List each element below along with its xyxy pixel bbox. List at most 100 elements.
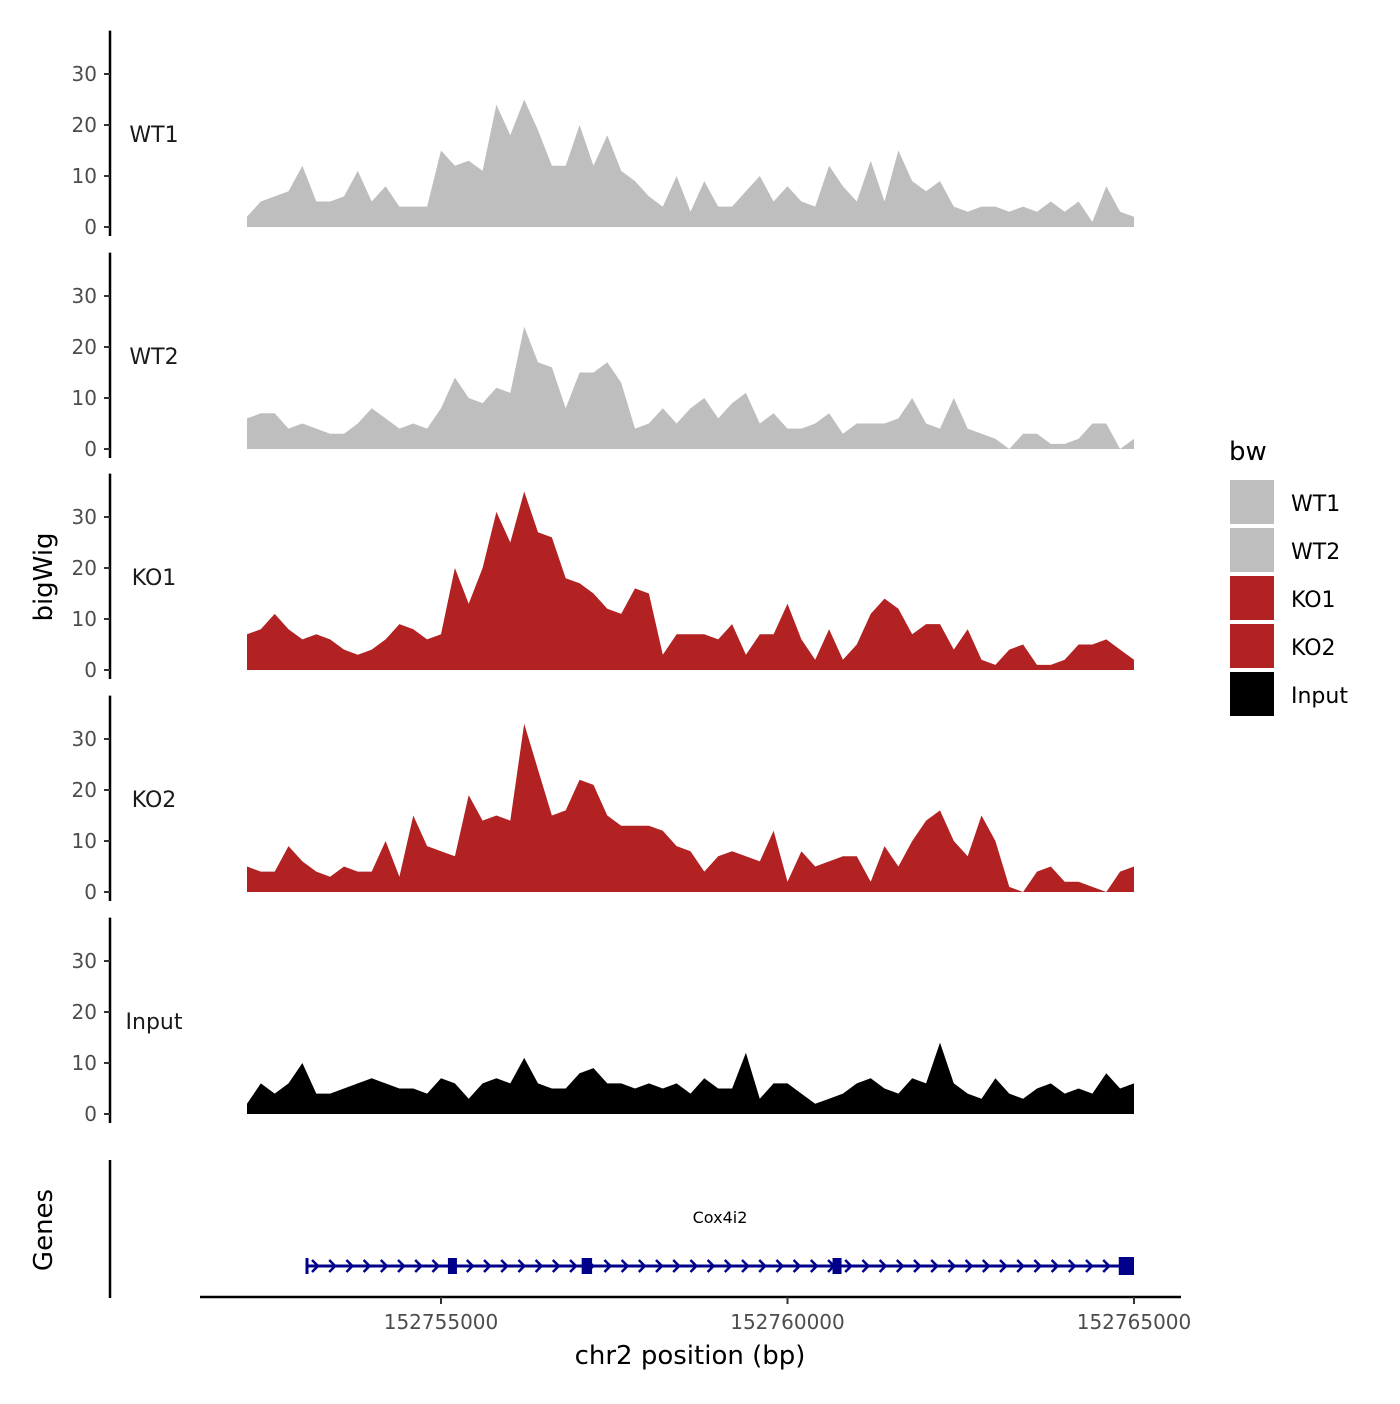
legend-key-ko1 [1230, 576, 1274, 620]
y-tick-label: 20 [72, 778, 97, 802]
y-tick-label: 10 [72, 164, 97, 188]
strand-arrow-icon [311, 1259, 320, 1273]
x-tick-label: 152760000 [730, 1310, 845, 1334]
strand-arrow-icon [397, 1259, 406, 1273]
y-tick-label: 30 [72, 505, 97, 529]
exon [832, 1258, 842, 1274]
strand-arrow-icon [483, 1259, 492, 1273]
strand-arrow-icon [723, 1259, 733, 1273]
x-axis-ticks: 152755000 152760000 152765000 [384, 1297, 1192, 1334]
gene-label: Cox4i2 [693, 1208, 748, 1227]
strand-arrow-icon [569, 1259, 578, 1273]
strand-arrow-icon [1085, 1259, 1094, 1273]
y-tick-label: 30 [72, 727, 97, 751]
x-tick-label: 152755000 [384, 1310, 499, 1334]
strand-arrow-icon [878, 1259, 888, 1273]
x-tick-label: 152765000 [1077, 1310, 1192, 1334]
strand-arrow-icon [672, 1259, 681, 1273]
strand-arrow-icon [844, 1259, 853, 1273]
strand-arrow-icon [551, 1259, 561, 1273]
strand-arrow-icon [431, 1259, 441, 1273]
legend-label: KO2 [1291, 636, 1336, 661]
track-input: 0 10 20 30 Input [72, 917, 1134, 1126]
legend-key-wt1 [1230, 480, 1274, 524]
strand-arrow-icon [913, 1259, 922, 1273]
track-label: WT2 [129, 345, 178, 370]
strand-arrow-icon [1067, 1259, 1077, 1273]
y-tick-label: 30 [72, 62, 97, 86]
y-tick-label: 0 [84, 1102, 97, 1126]
legend-label: WT2 [1291, 540, 1340, 565]
area-ko2 [247, 723, 1134, 892]
x-axis-title: chr2 position (bp) [575, 1341, 806, 1371]
strand-arrow-icon [620, 1259, 630, 1273]
strand-arrow-icon [345, 1259, 355, 1273]
legend-key-wt2 [1230, 528, 1274, 572]
strand-arrow-icon [930, 1259, 939, 1273]
y-tick-label: 0 [84, 437, 97, 461]
exon [447, 1258, 457, 1274]
strand-arrow-icon [861, 1259, 871, 1273]
strand-arrow-icon [379, 1259, 389, 1273]
strand-arrow-icon [362, 1259, 372, 1273]
gene-track: Cox4i2 [305, 1208, 1134, 1275]
area-wt1 [247, 99, 1134, 227]
strand-arrow-icon [1016, 1259, 1025, 1273]
strand-arrow-icon [1033, 1259, 1043, 1273]
tracks: 0 10 20 30 WT1 0 10 20 30 WT2 0 10 20 30 KO1 0 10 20 30 KO2… [72, 30, 1134, 1126]
strand-arrow-icon [1102, 1259, 1111, 1273]
strand-arrow-icon [775, 1259, 785, 1273]
area-input [247, 1042, 1134, 1114]
track-label: KO1 [132, 566, 177, 591]
strand-arrow-icon [603, 1259, 613, 1273]
area-wt2 [247, 326, 1134, 449]
legend-label: Input [1291, 684, 1348, 709]
strand-arrow-icon [655, 1259, 664, 1273]
area-ko1 [247, 491, 1134, 670]
y-tick-label: 10 [72, 829, 97, 853]
strand-arrow-icon [809, 1259, 819, 1273]
y-tick-label: 30 [72, 284, 97, 308]
strand-arrow-icon [500, 1259, 509, 1273]
y-tick-label: 0 [84, 658, 97, 682]
exon [581, 1258, 593, 1274]
legend-key-input [1230, 672, 1274, 716]
strand-arrow-icon [741, 1259, 750, 1273]
strand-arrow-icon [981, 1259, 991, 1273]
strand-arrow-icon [706, 1259, 716, 1273]
legend-key-ko2 [1230, 624, 1274, 668]
track-label: Input [126, 1010, 183, 1035]
track-label: KO2 [132, 788, 177, 813]
strand-arrow-icon [895, 1259, 905, 1273]
strand-arrow-icon [414, 1259, 423, 1273]
strand-arrow-icon [964, 1259, 974, 1273]
strand-arrow-icon [689, 1259, 699, 1273]
y-tick-label: 20 [72, 335, 97, 359]
y-tick-label: 0 [84, 215, 97, 239]
y-tick-label: 10 [72, 607, 97, 631]
genes-axis-title: Genes [29, 1189, 59, 1271]
track-wt2: 0 10 20 30 WT2 [72, 252, 1134, 461]
track-wt1: 0 10 20 30 WT1 [72, 30, 1134, 239]
legend-label: KO1 [1291, 588, 1336, 613]
strand-arrow-icon [758, 1259, 767, 1273]
strand-arrow-icon [328, 1259, 337, 1273]
legend: bw WT1 WT2 KO1 KO2 Input [1229, 437, 1348, 716]
legend-label: WT1 [1291, 492, 1340, 517]
y-tick-label: 30 [72, 949, 97, 973]
track-ko1: 0 10 20 30 KO1 [72, 473, 1134, 682]
strand-arrow-icon [517, 1259, 527, 1273]
y-tick-label: 20 [72, 556, 97, 580]
y-tick-label: 10 [72, 386, 97, 410]
y-tick-label: 20 [72, 1000, 97, 1024]
y-tick-label: 10 [72, 1051, 97, 1075]
strand-arrow-icon [534, 1259, 544, 1273]
strand-arrow-icon [999, 1259, 1008, 1273]
y-tick-label: 0 [84, 880, 97, 904]
strand-arrow-icon [465, 1259, 475, 1273]
track-ko2: 0 10 20 30 KO2 [72, 695, 1134, 904]
exon [1118, 1257, 1134, 1275]
y-tick-label: 20 [72, 113, 97, 137]
track-label: WT1 [129, 123, 178, 148]
